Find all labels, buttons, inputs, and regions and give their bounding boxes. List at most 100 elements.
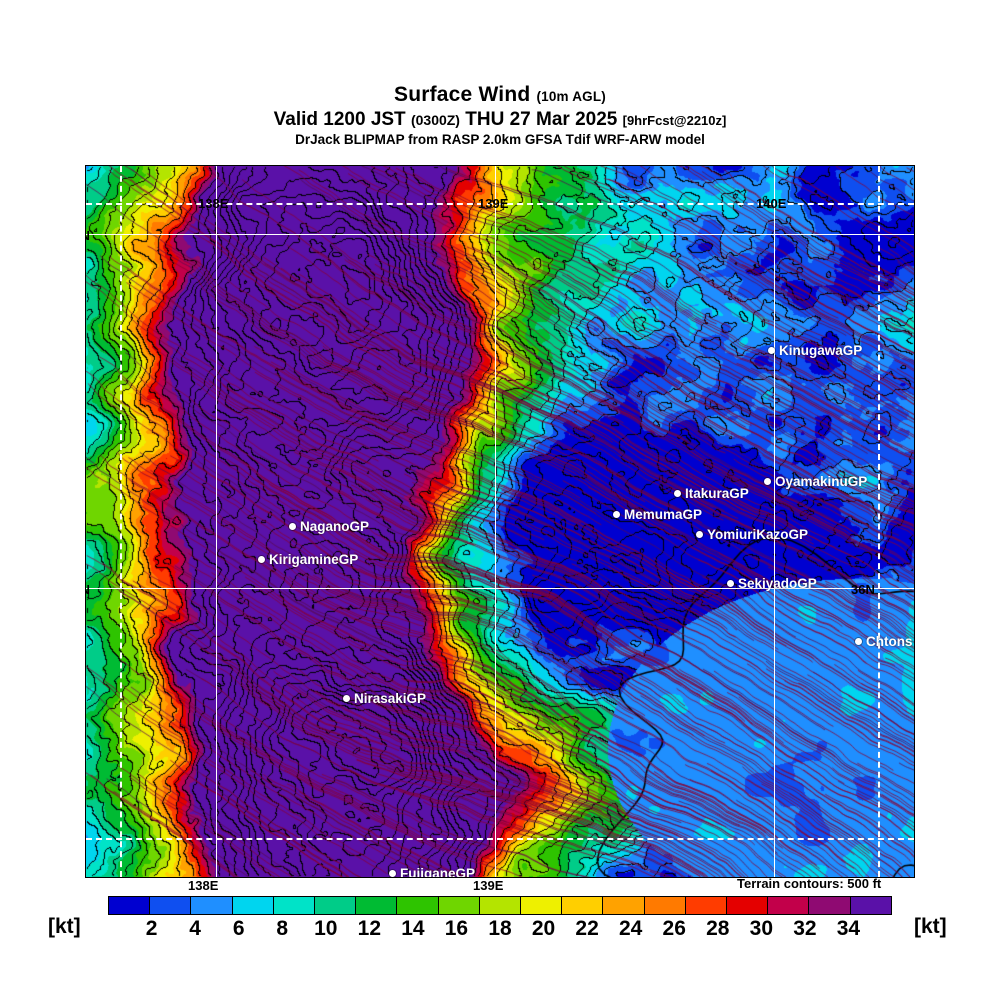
colorbar-tick-14: 14 xyxy=(401,917,425,940)
colorbar-swatches[interactable] xyxy=(108,896,892,915)
colorbar-swatch-10 xyxy=(521,897,563,914)
colorbar-swatch-7 xyxy=(397,897,439,914)
station-marker-icon xyxy=(696,531,703,538)
gridline-lon-139E xyxy=(495,166,496,877)
station-fujigane-gp[interactable]: FujiganeGP xyxy=(389,866,476,878)
page-title-subscript: (10m AGL) xyxy=(536,89,606,104)
domain-boundary-top xyxy=(86,203,914,205)
lon-label-138E-bottom: 138E xyxy=(188,878,219,893)
valid-date: THU 27 Mar 2025 xyxy=(465,109,618,130)
station-marker-icon xyxy=(613,511,620,518)
colorbar-tick-22: 22 xyxy=(575,917,599,940)
colorbar-tick-4: 4 xyxy=(189,917,201,940)
colorbar-tick-24: 24 xyxy=(618,917,643,940)
station-marker-icon xyxy=(855,638,862,645)
station-marker-icon xyxy=(768,347,775,354)
station-label: OyamakinuGP xyxy=(775,474,868,489)
station-marker-icon xyxy=(674,490,681,497)
valid-time-utc: (0300Z) xyxy=(410,112,460,128)
lat-label-36N-right: 36N xyxy=(851,582,875,597)
station-marker-icon xyxy=(258,556,265,563)
station-label: NirasakiGP xyxy=(354,691,427,706)
station-label: KirigamineGP xyxy=(269,552,359,567)
colorbar-tick-12: 12 xyxy=(357,917,382,940)
wind-field-raster xyxy=(86,166,914,877)
station-marker-icon xyxy=(764,478,771,485)
forecast-tag: [9hrFcst@2210z] xyxy=(622,113,727,128)
colorbar-swatch-8 xyxy=(438,897,480,914)
colorbar-tick-34: 34 xyxy=(836,917,861,940)
page-title-main: Surface Wind xyxy=(393,83,531,106)
lat-label-37N-left: 37N xyxy=(86,228,90,243)
station-memuma-gp[interactable]: MemumaGP xyxy=(613,507,702,522)
station-marker-icon xyxy=(343,695,350,702)
station-label: SekiyadoGP xyxy=(738,576,817,591)
station-sekiyado-gp[interactable]: SekiyadoGP xyxy=(727,576,817,591)
station-label: FujiganeGP xyxy=(400,866,476,878)
station-label: MemumaGP xyxy=(624,507,703,522)
station-marker-icon xyxy=(389,870,396,877)
colorbar-swatch-14 xyxy=(685,897,728,914)
colorbar-tick-30: 30 xyxy=(749,917,774,940)
page-title: Surface Wind (10m AGL) xyxy=(0,84,1000,108)
model-line: DrJack BLIPMAP from RASP 2.0km GFSA Tdif… xyxy=(295,132,705,147)
station-label: KinugawaGP xyxy=(779,343,863,358)
colorbar-tick-18: 18 xyxy=(488,917,512,940)
colorbar-tick-2: 2 xyxy=(145,917,158,940)
colorbar-tick-26: 26 xyxy=(662,917,686,940)
gridline-lon-140E xyxy=(774,166,775,877)
domain-boundary-right xyxy=(878,166,880,877)
map-frame[interactable]: 37N 36N 36N 138E 139E 140E NaganoGP Kinu… xyxy=(85,165,915,878)
lat-label-36N-left: 36N xyxy=(86,582,90,597)
station-kirigamine-gp[interactable]: KirigamineGP xyxy=(258,552,358,567)
lon-label-139E-bottom: 139E xyxy=(473,878,504,893)
station-chtons[interactable]: Chtons xyxy=(855,634,913,649)
colorbar-unit-left: [kt] xyxy=(48,915,81,938)
colorbar-tick-28: 28 xyxy=(706,917,730,940)
valid-time-local: Valid 1200 JST xyxy=(273,109,406,130)
station-label: ItakuraGP xyxy=(685,486,749,501)
colorbar-swatch-5 xyxy=(315,897,357,914)
colorbar-ticks: 2 4 6 8 10 12 14 16 18 20 22 24 26 28 30 32 34 xyxy=(108,917,892,945)
colorbar-swatch-0 xyxy=(109,897,151,914)
station-label: Chtons xyxy=(866,634,913,649)
colorbar-swatch-2 xyxy=(191,897,233,914)
lon-label-140E-top: 140E xyxy=(756,196,787,211)
colorbar-tick-6: 6 xyxy=(232,917,245,940)
station-marker-icon xyxy=(289,523,296,530)
colorbar-tick-16: 16 xyxy=(444,917,469,940)
station-itakura-gp[interactable]: ItakuraGP xyxy=(674,486,749,501)
gridline-lon-138E xyxy=(216,166,217,877)
colorbar-swatch-13 xyxy=(644,897,686,914)
colorbar-swatch-18 xyxy=(850,897,891,914)
station-label: YomiuriKazoGP xyxy=(707,527,809,542)
lon-label-139E-top: 139E xyxy=(478,196,509,211)
colorbar: [kt] 2 4 6 8 10 12 14 16 18 20 22 24 26 28 30 32 34 [kt] xyxy=(0,893,1000,953)
colorbar-swatch-16 xyxy=(768,897,810,914)
gridline-lat-37N xyxy=(86,234,914,235)
colorbar-tick-10: 10 xyxy=(314,917,338,940)
lon-label-138E-top: 138E xyxy=(198,196,229,211)
gridline-lat-36N xyxy=(86,588,914,589)
station-label: NaganoGP xyxy=(300,519,370,534)
colorbar-swatch-11 xyxy=(562,897,604,914)
colorbar-swatch-6 xyxy=(356,897,398,914)
valid-time-line: Valid 1200 JST (0300Z) THU 27 Mar 2025 [… xyxy=(0,109,1000,131)
colorbar-tick-20: 20 xyxy=(531,917,556,940)
station-nagano-gp[interactable]: NaganoGP xyxy=(289,519,369,534)
terrain-contour-note: Terrain contours: 500 ft xyxy=(737,876,882,891)
station-yomiurikazo-gp[interactable]: YomiuriKazoGP xyxy=(696,527,808,542)
colorbar-swatch-4 xyxy=(273,897,316,914)
colorbar-swatch-9 xyxy=(479,897,522,914)
colorbar-swatch-12 xyxy=(603,897,645,914)
station-nirasaki-gp[interactable]: NirasakiGP xyxy=(343,691,426,706)
colorbar-swatch-17 xyxy=(809,897,851,914)
colorbar-tick-8: 8 xyxy=(276,917,289,940)
station-kinugawa-gp[interactable]: KinugawaGP xyxy=(768,343,862,358)
colorbar-swatch-15 xyxy=(727,897,769,914)
title-block: Surface Wind (10m AGL) Valid 1200 JST (0… xyxy=(0,84,1000,148)
station-oyamakinu-gp[interactable]: OyamakinuGP xyxy=(764,474,867,489)
colorbar-swatch-3 xyxy=(232,897,274,914)
colorbar-swatch-1 xyxy=(150,897,192,914)
